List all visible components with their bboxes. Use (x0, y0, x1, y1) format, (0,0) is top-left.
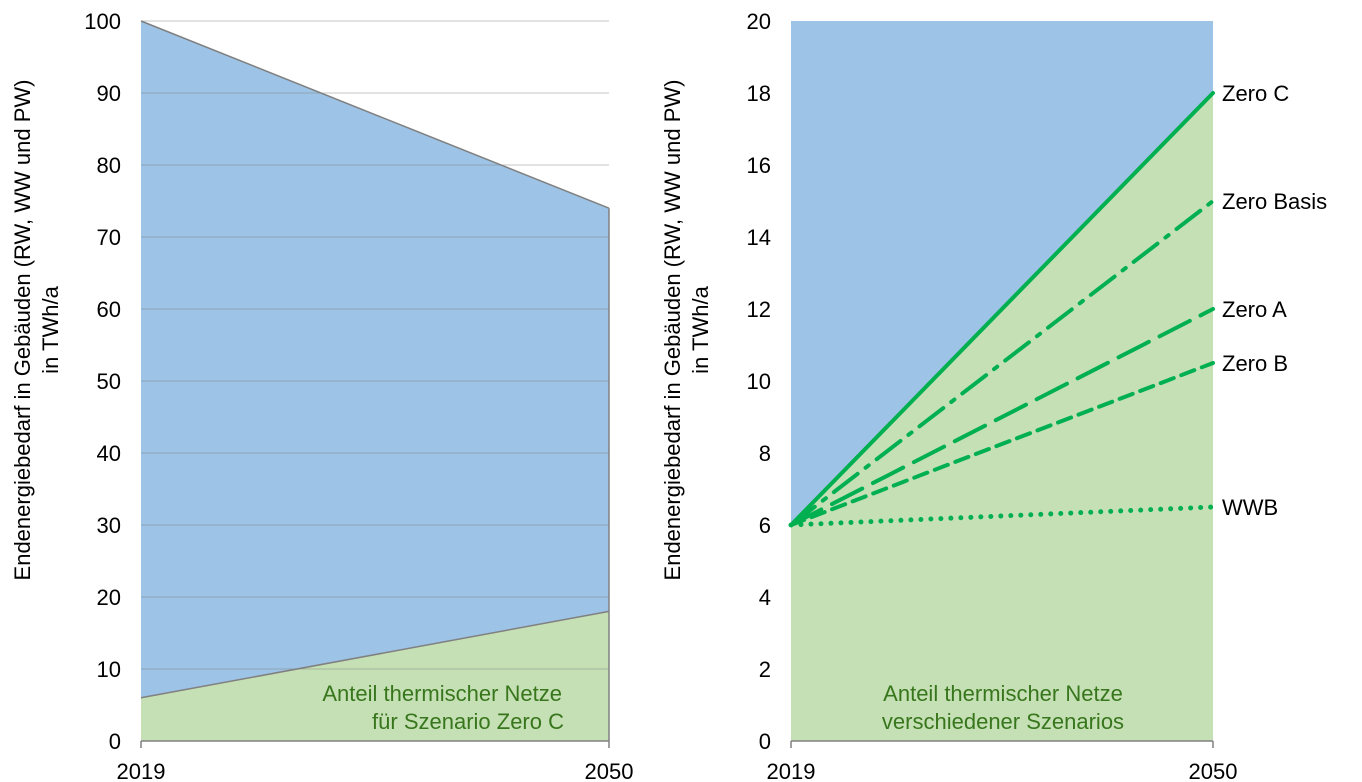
right-annotation-line-1: Anteil thermischer Netze (883, 681, 1123, 706)
series-label: Zero A (1222, 297, 1287, 322)
y-tick-label: 14 (747, 225, 771, 250)
series-label: Zero Basis (1222, 189, 1327, 214)
series-label: Zero B (1222, 351, 1288, 376)
y-tick-label: 10 (747, 369, 771, 394)
y-tick-label: 100 (84, 9, 121, 34)
area-total (141, 21, 609, 741)
y-tick-label: 10 (97, 657, 121, 682)
y-tick-label: 60 (97, 297, 121, 322)
thermal-outline (140, 610, 610, 699)
right-y-axis-unit: in TWh/a (688, 285, 713, 373)
x-tick-label: 2050 (585, 759, 634, 782)
total-outline (140, 20, 610, 209)
series-line-wwb (788, 504, 1216, 528)
left-y-axis-unit: in TWh/a (38, 285, 63, 373)
y-tick-label: 0 (759, 729, 771, 754)
y-tick-label: 20 (97, 585, 121, 610)
y-tick-label: 70 (97, 225, 121, 250)
left-annotation-line-2: für Szenario Zero C (372, 709, 564, 734)
left-chart: 0 10 20 30 40 50 60 70 80 90 100 2019 2050 Endenerg… (10, 9, 633, 782)
y-tick-label: 30 (97, 513, 121, 538)
y-tick-label: 8 (759, 441, 771, 466)
series-label: WWB (1222, 495, 1278, 520)
area-thermal-networks (141, 611, 609, 741)
series-label: Zero C (1222, 81, 1289, 106)
y-tick-label: 4 (759, 585, 771, 610)
series-line-zero-c (789, 91, 1215, 527)
right-chart: 0 2 4 6 8 10 12 14 16 18 20 2019 2050 Zero C Zero Ba… (660, 9, 1327, 782)
x-tick-label: 2019 (767, 759, 816, 782)
right-y-axis-title: Endenergiebedarf in Gebäuden (RW, WW und… (660, 80, 685, 581)
left-annotation-line-1: Anteil thermischer Netze (322, 681, 562, 706)
y-tick-label: 90 (97, 81, 121, 106)
y-tick-label: 12 (747, 297, 771, 322)
y-tick-label: 16 (747, 153, 771, 178)
y-tick-label: 20 (747, 9, 771, 34)
y-tick-label: 50 (97, 369, 121, 394)
y-tick-label: 80 (97, 153, 121, 178)
x-tick-label: 2019 (117, 759, 166, 782)
y-tick-label: 0 (109, 729, 121, 754)
y-tick-label: 40 (97, 441, 121, 466)
series-line-zero-b (789, 361, 1215, 527)
series-line-zero-basis (789, 199, 1215, 527)
series-line-zero-a (789, 307, 1215, 527)
y-tick-label: 2 (759, 657, 771, 682)
y-tick-label: 18 (747, 81, 771, 106)
y-tick-label: 6 (759, 513, 771, 538)
left-y-axis-title: Endenergiebedarf in Gebäuden (RW, WW und… (10, 80, 35, 581)
right-annotation-line-2: verschiedener Szenarios (882, 709, 1124, 734)
x-tick-label: 2050 (1189, 759, 1238, 782)
